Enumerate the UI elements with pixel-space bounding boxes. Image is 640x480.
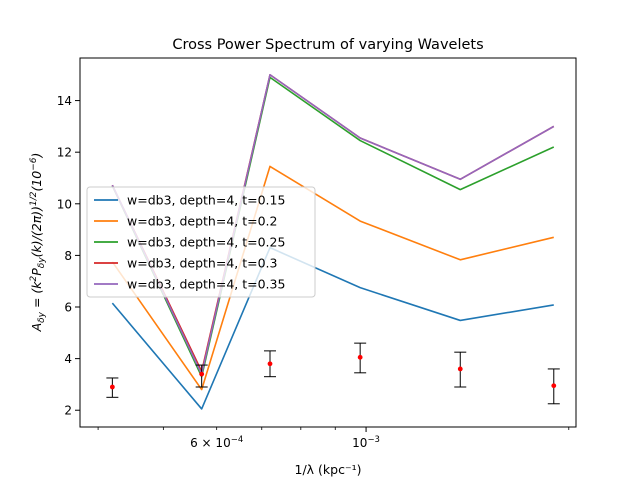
error-bars: [106, 342, 560, 405]
error-bar-point: [109, 384, 115, 390]
y-tick-label: 4: [64, 352, 72, 366]
x-axis-label: 1/λ (kpc⁻¹): [295, 462, 362, 477]
y-axis-label: Aδy = (k2Pδy(k)/(2π))1/2(10−6): [29, 153, 47, 333]
chart-title: Cross Power Spectrum of varying Wavelets: [172, 37, 483, 53]
legend-label-1: w=db3, depth=4, t=0.2: [127, 214, 277, 229]
x-tick-label: 6 × 10−4: [190, 435, 243, 450]
error-bar-point: [551, 383, 557, 389]
x-axis: 10−3 6 × 10−4: [97, 427, 570, 450]
y-tick-label: 10: [57, 197, 72, 211]
y-tick-label: 2: [64, 404, 72, 418]
y-axis: 2 4 6 8 10 12 14: [57, 94, 80, 418]
error-bar-point: [457, 366, 463, 372]
x-tick-label: 10−3: [352, 435, 380, 450]
series-line-4: [111, 73, 555, 375]
y-tick-label: 8: [64, 249, 72, 263]
legend-label-2: w=db3, depth=4, t=0.25: [127, 235, 285, 250]
error-bar-point: [357, 354, 363, 360]
error-bar-point: [199, 371, 205, 377]
y-tick-label: 14: [57, 94, 72, 108]
error-bar-point: [267, 361, 273, 367]
legend-label-4: w=db3, depth=4, t=0.35: [127, 277, 285, 292]
legend-label-3: w=db3, depth=4, t=0.3: [127, 256, 277, 271]
series-line-2: [111, 76, 555, 378]
legend-label-0: w=db3, depth=4, t=0.15: [127, 193, 285, 208]
legend: w=db3, depth=4, t=0.15 w=db3, depth=4, t=…: [86, 186, 316, 298]
y-tick-label: 6: [64, 301, 72, 315]
y-tick-label: 12: [57, 146, 72, 160]
plot-frame: [79, 57, 577, 428]
legend-box: [86, 186, 316, 298]
